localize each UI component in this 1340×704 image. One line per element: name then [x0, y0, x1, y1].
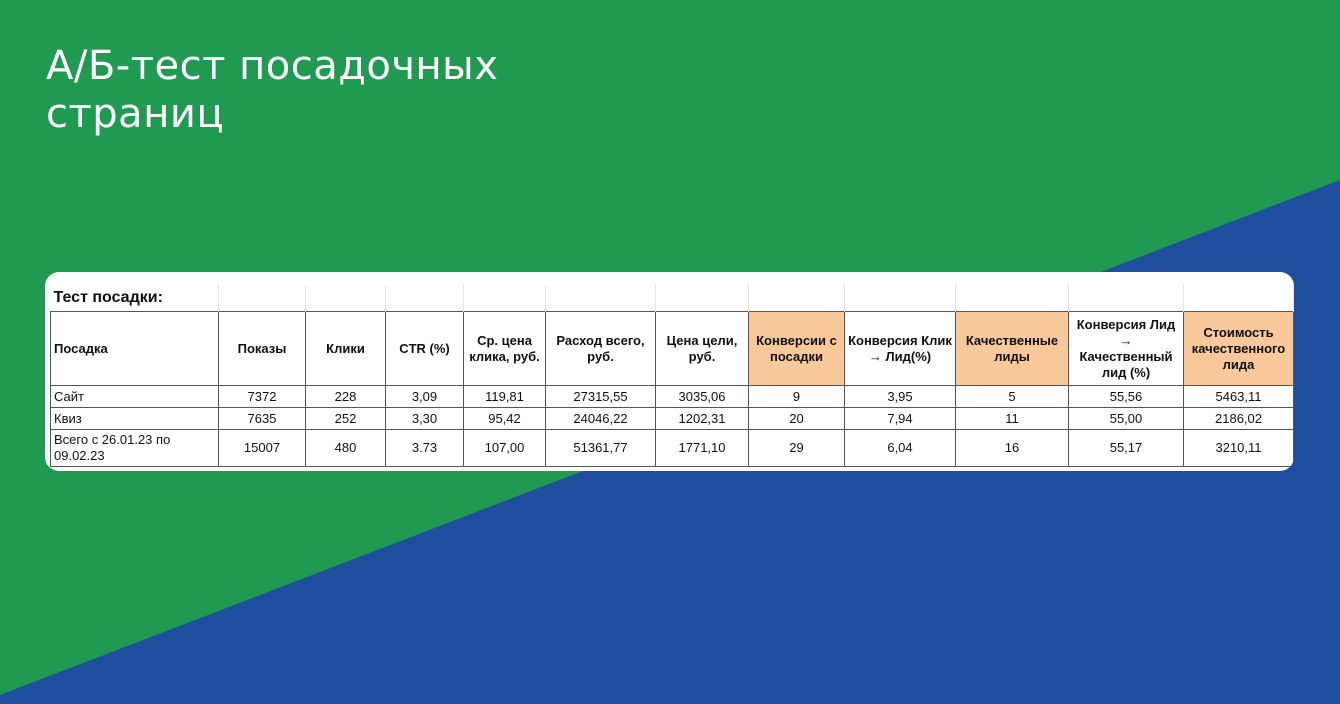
table-cell: 55,00 — [1068, 407, 1184, 430]
table-cell: 7635 — [218, 407, 306, 430]
column-header: Конверсии с посадки — [748, 311, 845, 386]
table-cell: 7372 — [218, 385, 306, 408]
column-header: Конверсия Лид → Качественный лид (%) — [1068, 311, 1184, 386]
column-header: CTR (%) — [385, 311, 464, 386]
title-line-1: А/Б-тест посадочных — [46, 43, 499, 89]
table-cell: 20 — [748, 407, 845, 430]
ab-test-table: Тест посадки: Посадка Показы Клики CTR (%) С… — [50, 285, 1294, 467]
table-cell: 1202,31 — [655, 407, 749, 430]
table-cell: 51361,77 — [545, 429, 656, 467]
column-header: Показы — [218, 311, 306, 386]
table-cell: 3,95 — [844, 385, 956, 408]
column-header: Расход всего, руб. — [545, 311, 656, 386]
table-row: Квиз 7635 252 3,30 95,42 24046,22 1202,31 20 7,9… — [50, 407, 1294, 430]
column-header: Качественные лиды — [955, 311, 1069, 386]
table-cell: 55,17 — [1068, 429, 1184, 467]
column-header: Ср. цена клика, руб. — [463, 311, 546, 386]
table-cell: 5463,11 — [1183, 385, 1294, 408]
header-row: Посадка Показы Клики CTR (%) Ср. цена клика,… — [50, 311, 1294, 386]
caption-row: Тест посадки: — [50, 285, 1294, 312]
column-header: Стоимость качественного лида — [1183, 311, 1294, 386]
table-cell: 107,00 — [463, 429, 546, 467]
table-cell: 11 — [955, 407, 1069, 430]
table-cell: 3.73 — [385, 429, 464, 467]
table-cell: 3210,11 — [1183, 429, 1294, 467]
table-cell: 5 — [955, 385, 1069, 408]
row-label: Сайт — [50, 385, 219, 408]
table-cell: 3035,06 — [655, 385, 749, 408]
table-cell: 228 — [305, 385, 386, 408]
table-cell: 27315,55 — [545, 385, 656, 408]
title-line-2: страниц — [46, 91, 225, 137]
table-cell: 119,81 — [463, 385, 546, 408]
table-cell: 24046,22 — [545, 407, 656, 430]
table-row: Всего с 26.01.23 по 09.02.23 15007 480 3.73… — [50, 429, 1294, 467]
table-row: Сайт 7372 228 3,09 119,81 27315,55 3035,06 9 3,9… — [50, 385, 1294, 408]
page-title: А/Б-тест посадочных страниц — [46, 42, 498, 138]
table-card: Тест посадки: Посадка Показы Клики CTR (%) С… — [45, 272, 1294, 471]
table-cell: 2186,02 — [1183, 407, 1294, 430]
table-caption: Тест посадки: — [50, 285, 219, 312]
table-cell: 1771,10 — [655, 429, 749, 467]
table-cell: 16 — [955, 429, 1069, 467]
column-header: Цена цели, руб. — [655, 311, 749, 386]
row-label: Всего с 26.01.23 по 09.02.23 — [50, 429, 219, 467]
table-cell: 95,42 — [463, 407, 546, 430]
table-cell: 29 — [748, 429, 845, 467]
column-header: Посадка — [50, 311, 219, 386]
table-cell: 9 — [748, 385, 845, 408]
column-header: Клики — [305, 311, 386, 386]
column-header: Конверсия Клик → Лид(%) — [844, 311, 956, 386]
table-cell: 15007 — [218, 429, 306, 467]
row-label: Квиз — [50, 407, 219, 430]
table-cell: 3,09 — [385, 385, 464, 408]
table-cell: 6,04 — [844, 429, 956, 467]
table-cell: 55,56 — [1068, 385, 1184, 408]
table-cell: 3,30 — [385, 407, 464, 430]
table-cell: 7,94 — [844, 407, 956, 430]
table-cell: 480 — [305, 429, 386, 467]
table-cell: 252 — [305, 407, 386, 430]
